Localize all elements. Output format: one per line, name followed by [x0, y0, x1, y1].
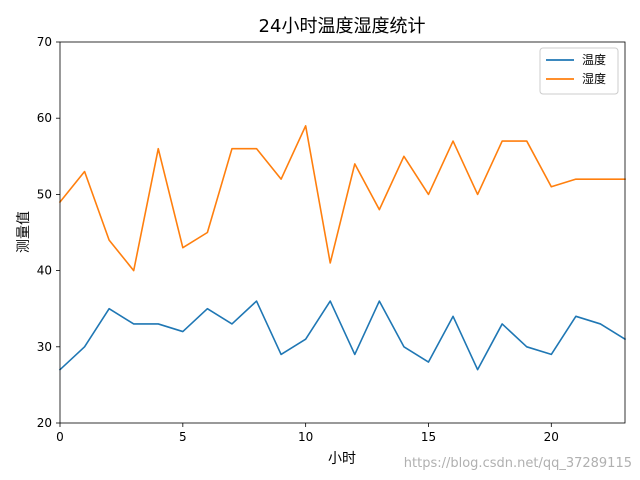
x-tick-label: 15 [421, 430, 436, 444]
series-line-2 [58, 125, 626, 272]
legend-box [539, 47, 619, 95]
y-tick-label: 60 [37, 111, 52, 125]
y-tick-label: 20 [37, 416, 52, 430]
legend-label: 温度 [582, 52, 606, 67]
x-tick-label: 5 [179, 430, 187, 444]
x-axis-label: 小时 [328, 451, 356, 467]
plot-frame [59, 41, 626, 424]
legend: 温度湿度 [539, 47, 619, 95]
x-tick-label: 10 [298, 430, 313, 444]
y-tick-label: 70 [37, 35, 52, 49]
x-tick-label: 20 [544, 430, 559, 444]
watermark-text: https://blog.csdn.net/qq_37289115 [404, 456, 632, 471]
y-tick-label: 50 [37, 187, 52, 201]
chart-title: 24小时温度湿度统计 [259, 16, 426, 37]
y-tick-label: 30 [37, 340, 52, 354]
plot-area: 0 5 10 15 20 20 30 40 50 60 70 [37, 35, 627, 444]
x-tick-label: 0 [56, 430, 64, 444]
legend-label: 湿度 [582, 71, 606, 86]
y-axis-label: 测量值 [16, 211, 32, 253]
y-tick-label: 40 [37, 264, 52, 278]
series-line-1 [58, 300, 627, 371]
